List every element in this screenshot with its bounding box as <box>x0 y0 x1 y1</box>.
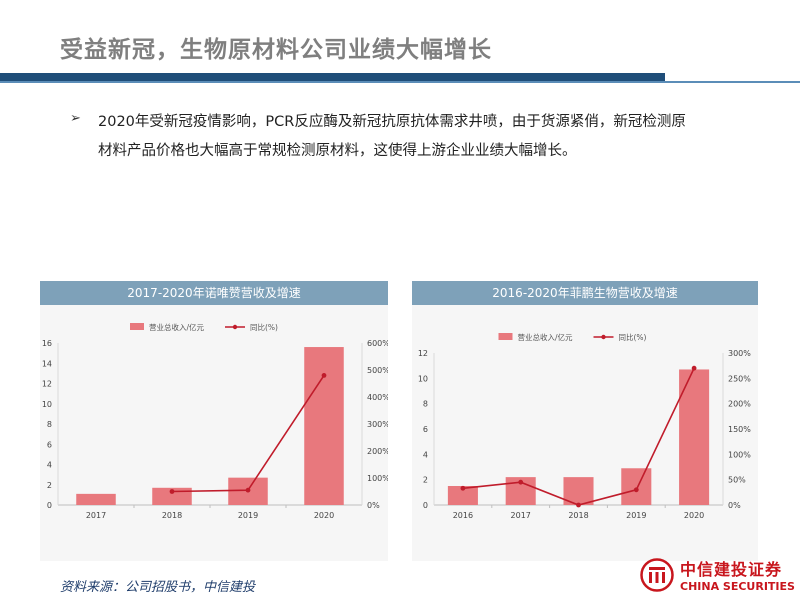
right-chart-y-left-tick-6: 12 <box>418 349 428 358</box>
right-chart-x-label-2017: 2017 <box>511 511 531 520</box>
left-chart-x-label-2017: 2017 <box>86 511 106 520</box>
left-chart-growth-point-2020 <box>321 373 327 378</box>
right-chart-y-left-tick-5: 10 <box>418 374 428 383</box>
chart-header-left: 2017-2020年诺唯赞营收及增速 <box>40 281 388 305</box>
right-chart-bar-2019 <box>621 468 652 505</box>
left-chart-bar-2020 <box>304 347 344 505</box>
title-underline-thin <box>0 81 800 83</box>
chart-header-right: 2016-2020年菲鹏生物营收及增速 <box>412 281 758 305</box>
right-chart-y-right-tick-4: 200% <box>728 400 751 409</box>
left-chart-legend-bar-label: 营业总收入/亿元 <box>149 322 205 332</box>
right-chart-y-left-tick-3: 6 <box>423 425 428 434</box>
left-chart-y-right-tick-6: 600% <box>367 339 388 348</box>
right-chart-y-right-tick-0: 0% <box>728 501 741 510</box>
right-chart-y-left-tick-1: 2 <box>423 476 428 485</box>
left-chart-bar-2017 <box>76 493 116 505</box>
right-chart-bar-2016 <box>447 486 478 505</box>
right-chart-y-left-tick-4: 8 <box>423 400 428 409</box>
company-logo: 中信建投证券 CHINA SECURITIES <box>640 556 800 600</box>
title-underline-bar <box>0 73 665 81</box>
arrow-bullet-icon: ➢ <box>70 111 81 126</box>
left-chart-y-right-tick-4: 400% <box>367 393 388 402</box>
chart-card-right: 2016-2020年菲鹏生物营收及增速 营业总收入/亿元 同比(%) 0 2 4 6 8 10… <box>412 281 758 561</box>
left-chart-x-label-2019: 2019 <box>238 511 258 520</box>
left-chart-y-left-tick-0: 0 <box>47 501 52 510</box>
logo-text-en: CHINA SECURITIES <box>680 580 795 593</box>
china-securities-logo-icon <box>640 558 674 592</box>
right-chart-y-right-tick-5: 250% <box>728 374 751 383</box>
left-chart-y-right-tick-5: 500% <box>367 366 388 375</box>
logo-text-cn: 中信建投证券 <box>680 560 783 579</box>
left-chart-legend-line-label: 同比(%) <box>250 322 278 332</box>
left-chart-y-left-tick-6: 12 <box>42 380 52 389</box>
left-chart-y-left-tick-7: 14 <box>42 359 52 368</box>
left-chart-y-right-tick-0: 0% <box>367 501 380 510</box>
right-chart-growth-point-2019 <box>633 487 639 493</box>
left-chart-y-left-tick-2: 4 <box>47 461 52 470</box>
left-chart-y-right-tick-1: 100% <box>367 474 388 483</box>
left-chart-y-right-tick-3: 300% <box>367 420 388 429</box>
chart-panel-right: 营业总收入/亿元 同比(%) 0 2 4 6 8 10 12 0% 50% 100% 150% 200% 2… <box>412 305 758 561</box>
left-chart-x-label-2020: 2020 <box>314 511 334 520</box>
right-chart-bar-2020 <box>679 369 710 505</box>
left-chart-y-left-tick-3: 6 <box>47 440 52 449</box>
right-chart-y-right-tick-1: 50% <box>728 476 746 485</box>
left-chart-y-left-tick-1: 2 <box>47 481 52 490</box>
left-chart-growth-point-2018 <box>169 489 175 494</box>
bullet-text: 2020年受新冠疫情影响，PCR反应酶及新冠抗原抗体需求井喷，由于货源紧俏，新冠… <box>98 114 686 159</box>
left-chart-y-left-tick-5: 10 <box>42 400 52 409</box>
right-chart-growth-point-2016 <box>460 485 466 491</box>
right-chart-legend-line-marker <box>601 334 606 340</box>
right-chart-x-label-2016: 2016 <box>453 511 473 520</box>
left-chart-growth-point-2019 <box>245 487 251 493</box>
slide-title: 受益新冠，生物原材料公司业绩大幅增长 <box>60 37 492 63</box>
right-chart-legend-bar-label: 营业总收入/亿元 <box>518 332 574 342</box>
chart-right-svg: 营业总收入/亿元 同比(%) 0 2 4 6 8 10 12 0% 50% 100% 150% 200% 2… <box>418 332 751 520</box>
right-chart-y-right-tick-6: 300% <box>728 349 751 358</box>
chart-card-left: 2017-2020年诺唯赞营收及增速 营业总收入/亿元 同比(%) 0 2 4 6 8 10 1… <box>40 281 390 561</box>
right-chart-x-label-2019: 2019 <box>626 511 646 520</box>
right-chart-y-right-tick-2: 100% <box>728 450 751 459</box>
chart-panel-left: 营业总收入/亿元 同比(%) 0 2 4 6 8 10 12 14 16 0% 100% 200% 300%… <box>40 305 390 561</box>
right-chart-growth-point-2018 <box>576 502 581 508</box>
right-chart-x-label-2018: 2018 <box>568 511 588 520</box>
left-chart-y-right-tick-2: 200% <box>367 447 388 456</box>
left-chart-y-left-tick-4: 8 <box>47 420 52 429</box>
left-chart-x-label-2018: 2018 <box>162 511 182 520</box>
left-chart-legend-line-marker <box>232 324 238 330</box>
left-chart-y-left-tick-8: 16 <box>42 339 52 348</box>
right-chart-legend-line-label: 同比(%) <box>619 332 647 342</box>
right-chart-y-right-tick-3: 150% <box>728 425 751 434</box>
left-chart-legend-bar-swatch <box>130 323 144 330</box>
right-chart-legend-bar-swatch <box>498 333 513 340</box>
right-chart-growth-point-2020 <box>691 365 697 371</box>
right-chart-x-label-2020: 2020 <box>684 511 704 520</box>
chart-left-svg: 营业总收入/亿元 同比(%) 0 2 4 6 8 10 12 14 16 0% 100% 200% 300%… <box>42 322 390 520</box>
source-note: 资料来源：公司招股书，中信建投 <box>60 580 256 595</box>
right-chart-growth-point-2017 <box>518 479 524 485</box>
left-chart-growth-line <box>171 374 325 493</box>
right-chart-y-left-tick-2: 4 <box>423 450 428 459</box>
right-chart-y-left-tick-0: 0 <box>423 501 428 510</box>
